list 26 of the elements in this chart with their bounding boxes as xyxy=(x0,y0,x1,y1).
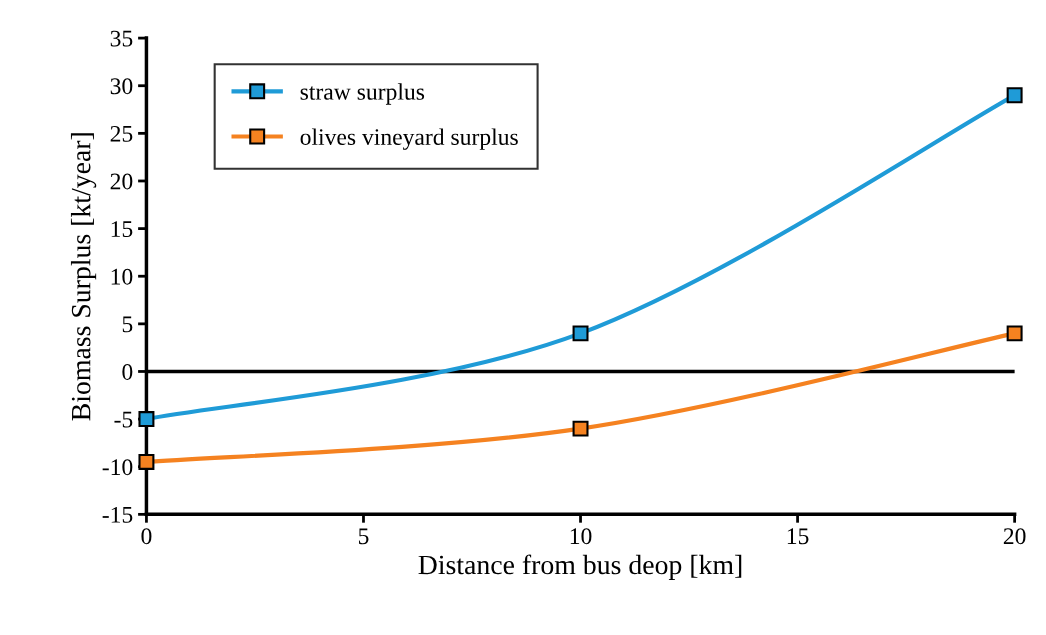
y-tick-label: 5 xyxy=(122,316,133,333)
x-tick-label: 15 xyxy=(787,528,809,545)
x-tick-label: 5 xyxy=(358,528,369,545)
y-tick-label: -10 xyxy=(102,459,133,476)
y-tick-label: -15 xyxy=(102,506,133,523)
y-tick-label: 0 xyxy=(122,363,133,380)
legend-label: olives vineyard surplus xyxy=(300,128,518,150)
y-tick-label: 15 xyxy=(111,221,133,238)
y-tick-label: 10 xyxy=(111,268,133,285)
x-tick-label: 0 xyxy=(141,528,152,545)
point xyxy=(1006,325,1023,342)
point xyxy=(572,420,589,437)
legend-label: straw surplus xyxy=(300,83,425,105)
y-tick-label: 25 xyxy=(110,125,133,142)
point xyxy=(138,411,155,428)
y-tick-label: 20 xyxy=(110,173,133,190)
y-tick-label: 35 xyxy=(110,30,133,47)
y-tick-label: 30 xyxy=(110,78,133,95)
point xyxy=(138,453,155,470)
point xyxy=(1006,87,1023,104)
y-axis-title: Biomass Surplus [kt/year] xyxy=(70,133,97,421)
y-tick-label: -5 xyxy=(114,411,133,428)
x-tick-label: 20 xyxy=(1003,528,1026,545)
x-axis-title: Distance from bus deop [km] xyxy=(418,554,742,580)
x-tick-label: 10 xyxy=(570,528,592,545)
point xyxy=(572,325,589,342)
